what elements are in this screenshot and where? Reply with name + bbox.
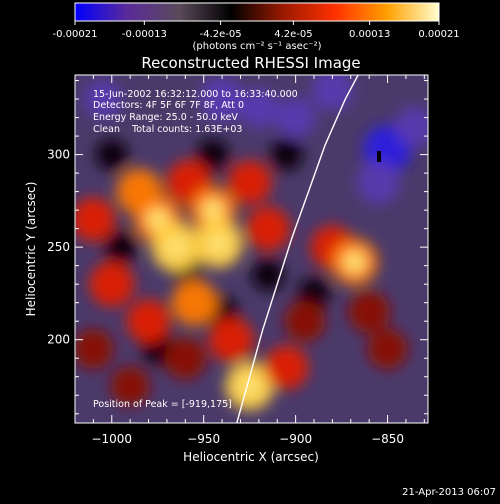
- dark-filament: [252, 258, 285, 291]
- annotations: 15-Jun-2002 16:32:12.000 to 16:33:40.000…: [93, 89, 298, 410]
- y-axis: 200 250 300: [47, 80, 428, 415]
- emission-blob: [164, 337, 207, 380]
- y-tick-label: 300: [47, 148, 70, 162]
- annotation-detectors: Detectors: 4F 5F 6F 7F 8F, Att 0: [93, 100, 244, 111]
- x-tick-label: −1000: [91, 432, 132, 446]
- solar-limb-curve: [236, 75, 359, 423]
- emission-core: [201, 198, 225, 222]
- emission-core: [343, 250, 366, 274]
- negative-blob: [200, 77, 245, 122]
- colorbar-ticks: -0.00021 -0.00013 -4.2e-05 4.2e-05 0.00013 0.…: [53, 21, 460, 40]
- x-axis-label: Heliocentric X (arcsec): [183, 450, 319, 464]
- colorbar-units: (photons cm⁻² s⁻¹ asec⁻²): [192, 41, 321, 52]
- colorbar-tick-label: -0.00013: [122, 29, 167, 40]
- y-tick-label: 200: [47, 333, 70, 347]
- annotation-energy-range: Energy Range: 25.0 - 50.0 keV: [93, 112, 238, 123]
- peak-marker: [377, 151, 381, 162]
- emission-blob: [227, 160, 272, 205]
- dark-filament: [95, 138, 128, 171]
- emission-blob: [89, 261, 135, 307]
- y-axis-label: Heliocentric Y (arcsec): [24, 182, 38, 317]
- emission-blob: [126, 299, 171, 344]
- emission-blob: [75, 197, 116, 242]
- heat-layer: [75, 75, 428, 411]
- image-area: [75, 75, 428, 423]
- colorbar-tick-label: 0.00013: [349, 29, 390, 40]
- emission-blob: [264, 345, 309, 390]
- annotation-clean-counts: Clean Total counts: 1.63E+03: [93, 124, 242, 135]
- dark-filament: [104, 231, 137, 264]
- colorbar-tick-label: -0.00021: [53, 29, 98, 40]
- negative-blob: [356, 160, 400, 204]
- emission-core: [164, 235, 189, 260]
- dark-filament: [270, 138, 303, 171]
- colorbar: -0.00021 -0.00013 -4.2e-05 4.2e-05 0.00013 0.…: [53, 2, 460, 52]
- x-tick-label: −950: [187, 432, 220, 446]
- emission-blob: [367, 328, 408, 369]
- emission-blob: [110, 366, 150, 406]
- negative-blob: [395, 106, 428, 147]
- emission-blob: [284, 300, 326, 342]
- emission-blob: [246, 206, 291, 251]
- y-tick-label: 250: [47, 240, 70, 254]
- emission-blob: [208, 317, 254, 363]
- colorbar-tick-label: 0.00021: [418, 29, 459, 40]
- colorbar-tick-label: 4.2e-05: [274, 29, 312, 40]
- plot-frame: [74, 74, 429, 424]
- emission-blob: [75, 328, 114, 369]
- dark-filament: [196, 138, 229, 171]
- colorbar-tick-label: -4.2e-05: [200, 29, 242, 40]
- negative-blob: [311, 75, 354, 111]
- colorbar-gradient: [74, 2, 440, 22]
- negative-blob: [275, 97, 316, 138]
- annotation-time-range: 15-Jun-2002 16:32:12.000 to 16:33:40.000: [93, 89, 298, 100]
- x-axis: −1000 −950 −900 −850: [91, 75, 425, 446]
- emission-core: [146, 207, 170, 231]
- x-tick-label: −900: [279, 432, 312, 446]
- timestamp: 21-Apr-2013 06:07: [402, 487, 496, 498]
- negative-blob: [238, 88, 279, 129]
- chart-title: Reconstructed RHESSI Image: [141, 54, 360, 72]
- emission-core: [237, 374, 262, 398]
- emission-blob: [348, 290, 391, 333]
- x-tick-label: −850: [371, 432, 404, 446]
- annotation-peak-position: Position of Peak = [-919,175]: [93, 399, 232, 410]
- emission-blob: [171, 279, 218, 326]
- negative-blob: [83, 80, 122, 119]
- emission-core: [206, 231, 231, 256]
